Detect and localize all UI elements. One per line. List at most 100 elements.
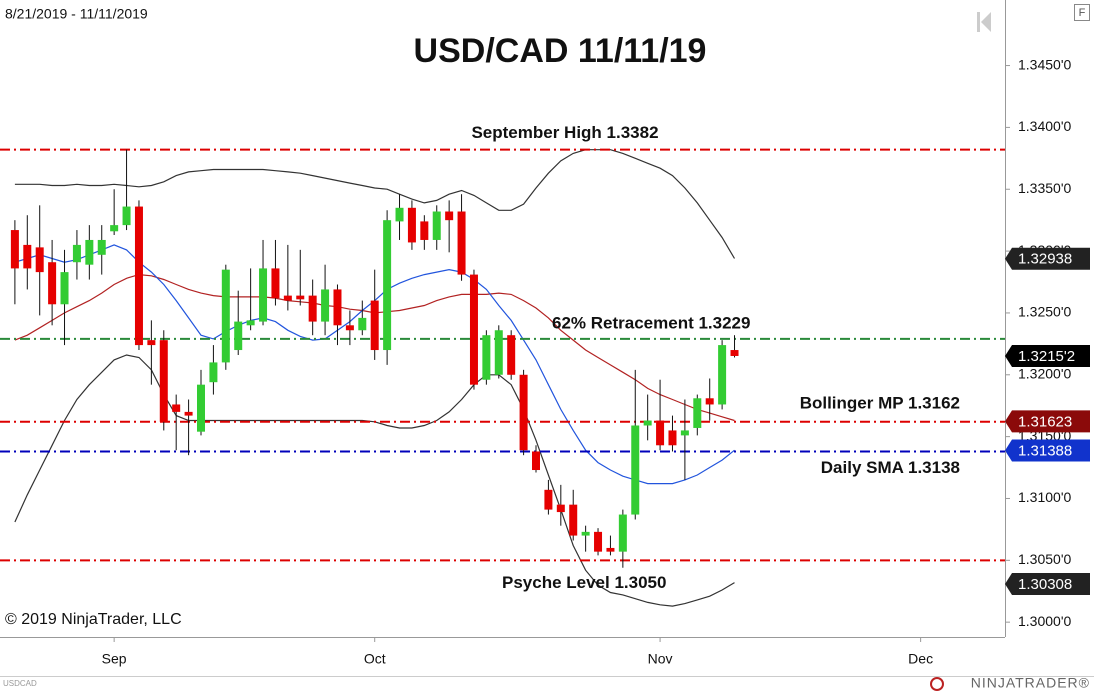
- candle-body: [10, 230, 19, 269]
- candle-body: [172, 404, 181, 412]
- candle-body: [358, 317, 367, 331]
- y-tick-label: 1.3200'0: [1018, 365, 1071, 381]
- candle-body: [556, 504, 565, 513]
- price-box-label: 1.32938: [1018, 251, 1072, 268]
- candle-body: [234, 321, 243, 351]
- candle-body: [48, 262, 57, 305]
- candle-body: [333, 289, 342, 326]
- candle-body: [445, 211, 454, 221]
- level-label: Daily SMA 1.3138: [821, 458, 960, 477]
- price-box-label: 1.30308: [1018, 576, 1072, 593]
- candle-body: [209, 362, 218, 383]
- candle-body: [283, 295, 292, 301]
- candle-body: [432, 211, 441, 240]
- instrument: USDCAD: [3, 679, 37, 688]
- candle-body: [383, 220, 392, 351]
- candle-body: [730, 350, 739, 356]
- candle-body: [85, 239, 94, 265]
- candle-body: [159, 340, 168, 422]
- candle-body: [693, 398, 702, 428]
- candle-body: [643, 420, 652, 426]
- candle-body: [35, 247, 44, 273]
- candle-body: [321, 289, 330, 322]
- x-tick-label: Sep: [102, 651, 127, 667]
- candle-body: [110, 225, 119, 232]
- chart-title: USD/CAD 11/11/19: [414, 32, 707, 70]
- candle-body: [197, 384, 205, 432]
- candle-body: [407, 207, 416, 243]
- candle-body: [457, 211, 466, 275]
- price-box: [1005, 344, 1090, 367]
- x-tick-label: Oct: [364, 651, 386, 667]
- price-box: [1005, 573, 1090, 596]
- candle-body: [581, 531, 590, 536]
- scroll-end-icon[interactable]: [977, 12, 991, 32]
- candle-body: [147, 340, 156, 346]
- candle-body: [705, 398, 714, 405]
- panel-button-label[interactable]: F: [1079, 7, 1086, 19]
- candle-body: [507, 335, 516, 375]
- candle-body: [221, 269, 230, 363]
- level-label: Bollinger MP 1.3162: [800, 393, 960, 412]
- candle-body: [72, 244, 81, 263]
- price-box: [1005, 247, 1090, 270]
- candle-body: [718, 345, 727, 405]
- candle-body: [259, 268, 268, 322]
- candle-body: [482, 335, 491, 380]
- candle-body: [420, 221, 429, 240]
- y-tick-label: 1.3450'0: [1018, 56, 1071, 72]
- candle-body: [246, 320, 255, 326]
- price-box-label: 1.31388: [1018, 442, 1072, 459]
- y-tick-label: 1.3000'0: [1018, 613, 1071, 629]
- candle-body: [184, 411, 193, 416]
- candle-body: [606, 547, 615, 552]
- price-box-label: 1.31623: [1018, 413, 1072, 430]
- candle-body: [680, 430, 689, 436]
- icon-arrow[interactable]: [981, 12, 991, 32]
- x-tick-label: Nov: [648, 651, 673, 667]
- candle-body: [345, 325, 354, 331]
- indicator-line: [14, 149, 736, 259]
- price-box: [1005, 439, 1090, 462]
- y-tick-label: 1.3400'0: [1018, 118, 1071, 134]
- candle-body: [544, 489, 553, 510]
- candle-body: [296, 295, 305, 300]
- brand-icon: [930, 677, 944, 691]
- candle-body: [395, 207, 404, 222]
- level-label: Psyche Level 1.3050: [502, 573, 666, 592]
- candle-body: [656, 420, 665, 446]
- x-tick-label: Dec: [908, 651, 933, 667]
- price-box-label: 1.3215'2: [1018, 348, 1075, 365]
- candle-body: [122, 206, 131, 226]
- copyright: © 2019 NinjaTrader, LLC: [5, 611, 182, 628]
- candle-body: [631, 425, 640, 515]
- y-tick-label: 1.3350'0: [1018, 180, 1071, 196]
- candle-body: [532, 451, 540, 471]
- candle-body: [134, 206, 143, 346]
- candle-body: [618, 514, 627, 552]
- date-range: 8/21/2019 - 11/11/2019: [5, 6, 148, 22]
- candle-body: [60, 272, 69, 305]
- brand-logo: NINJATRADER®: [971, 675, 1090, 691]
- candle-body: [271, 268, 280, 299]
- candle-body: [494, 330, 503, 375]
- candle-body: [469, 274, 478, 385]
- candle-body: [370, 300, 379, 351]
- price-box: [1005, 410, 1090, 433]
- candle-body: [569, 504, 578, 536]
- y-tick-label: 1.3050'0: [1018, 551, 1071, 567]
- candle-body: [308, 295, 317, 322]
- level-label: 62% Retracement 1.3229: [552, 313, 750, 332]
- panel-button[interactable]: [1074, 4, 1090, 21]
- icon-bar[interactable]: [977, 12, 980, 32]
- candle-body: [23, 244, 32, 269]
- level-label: September High 1.3382: [471, 123, 658, 142]
- y-tick-label: 1.3100'0: [1018, 489, 1071, 505]
- candle-body: [97, 239, 106, 255]
- candle-body: [668, 430, 677, 446]
- candle-body: [519, 374, 528, 451]
- candle-body: [594, 531, 603, 552]
- y-tick-label: 1.3250'0: [1018, 304, 1071, 320]
